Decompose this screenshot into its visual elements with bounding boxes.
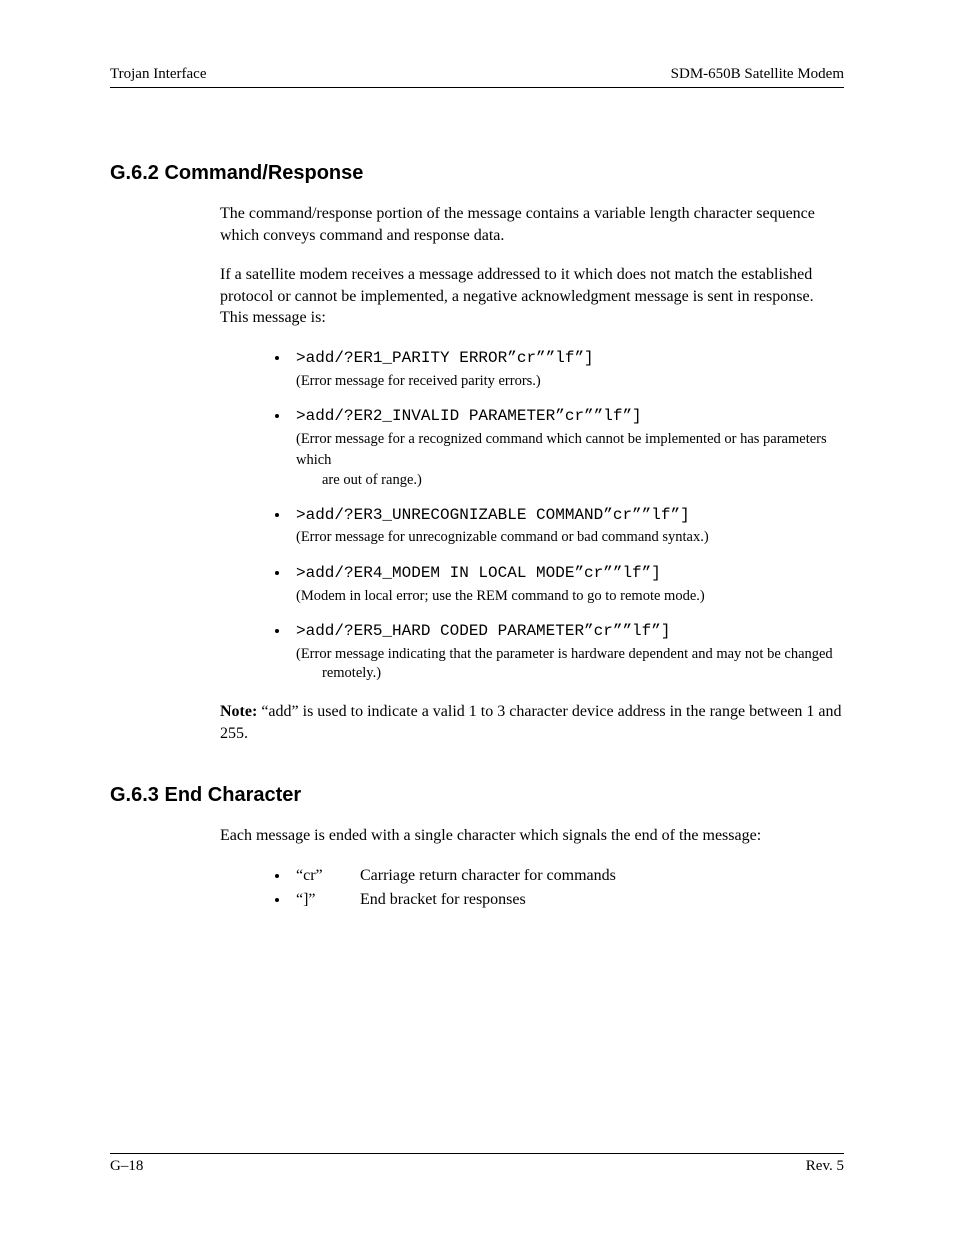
- error-code: >add/?ER5_HARD CODED PARAMETER”cr””lf”]: [296, 622, 670, 640]
- heading-end-character: G.6.3 End Character: [110, 784, 844, 807]
- end-char-symbol: “]”: [296, 889, 360, 911]
- error-desc-line: (Error message indicating that the param…: [296, 646, 833, 662]
- end-char-symbol: “cr”: [296, 865, 360, 887]
- error-desc: (Error message indicating that the param…: [296, 646, 844, 683]
- end-char-desc: Carriage return character for commands: [360, 865, 616, 887]
- error-code: >add/?ER1_PARITY ERROR”cr””lf”]: [296, 349, 594, 367]
- footer-left: G–18: [110, 1158, 143, 1175]
- page-footer: G–18 Rev. 5: [110, 1149, 844, 1175]
- heading-command-response: G.6.2 Command/Response: [110, 162, 844, 185]
- header-left: Trojan Interface: [110, 66, 207, 83]
- error-code: >add/?ER4_MODEM IN LOCAL MODE”cr””lf”]: [296, 564, 661, 582]
- error-item: >add/?ER5_HARD CODED PARAMETER”cr””lf”] …: [290, 620, 844, 683]
- end-char-row: “cr” Carriage return character for comma…: [296, 865, 844, 887]
- header-rule: [110, 87, 844, 88]
- cmdresp-para-2: If a satellite modem receives a message …: [220, 264, 844, 329]
- body-command-response: The command/response portion of the mess…: [220, 203, 844, 744]
- header-right: SDM-650B Satellite Modem: [671, 66, 844, 83]
- end-char-list: “cr” Carriage return character for comma…: [220, 865, 844, 910]
- cmdresp-note: Note: “add” is used to indicate a valid …: [220, 701, 844, 744]
- end-char-row: “]” End bracket for responses: [296, 889, 844, 911]
- error-desc: (Error message for unrecognizable comman…: [296, 529, 709, 545]
- error-list: >add/?ER1_PARITY ERROR”cr””lf”] (Error m…: [220, 347, 844, 683]
- error-code: >add/?ER3_UNRECOGNIZABLE COMMAND”cr””lf”…: [296, 506, 690, 524]
- page-header: Trojan Interface SDM-650B Satellite Mode…: [110, 66, 844, 83]
- error-item: >add/?ER1_PARITY ERROR”cr””lf”] (Error m…: [290, 347, 844, 391]
- note-label: Note:: [220, 703, 257, 720]
- end-char-item: “cr” Carriage return character for comma…: [290, 865, 844, 887]
- error-desc: (Modem in local error; use the REM comma…: [296, 588, 705, 604]
- end-char-desc: End bracket for responses: [360, 889, 526, 911]
- error-item: >add/?ER2_INVALID PARAMETER”cr””lf”] (Er…: [290, 405, 844, 490]
- cmdresp-para-1: The command/response portion of the mess…: [220, 203, 844, 246]
- error-desc-line-cont: remotely.): [296, 664, 844, 683]
- error-desc: (Error message for received parity error…: [296, 373, 541, 389]
- endchar-para-1: Each message is ended with a single char…: [220, 825, 844, 847]
- end-char-item: “]” End bracket for responses: [290, 889, 844, 911]
- footer-rule: [110, 1153, 844, 1154]
- error-item: >add/?ER3_UNRECOGNIZABLE COMMAND”cr””lf”…: [290, 504, 844, 548]
- error-desc-line: (Error message for a recognized command …: [296, 431, 827, 469]
- page: Trojan Interface SDM-650B Satellite Mode…: [0, 0, 954, 1235]
- error-desc: (Error message for a recognized command …: [296, 431, 844, 490]
- footer-right: Rev. 5: [806, 1158, 844, 1175]
- note-text: “add” is used to indicate a valid 1 to 3…: [220, 703, 842, 742]
- body-end-character: Each message is ended with a single char…: [220, 825, 844, 910]
- error-code: >add/?ER2_INVALID PARAMETER”cr””lf”]: [296, 407, 642, 425]
- error-item: >add/?ER4_MODEM IN LOCAL MODE”cr””lf”] (…: [290, 562, 844, 606]
- error-desc-line-cont: are out of range.): [296, 471, 844, 490]
